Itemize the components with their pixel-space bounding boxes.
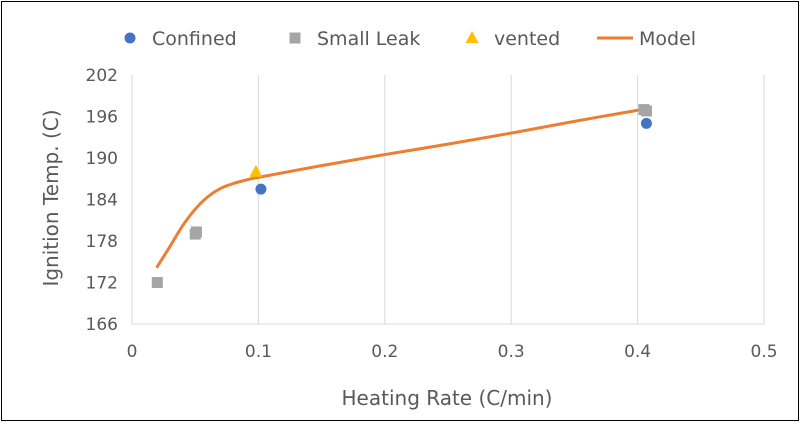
tick-labels: 0 0.1 0.2 0.3 0.4 0.5 166 172 178 184 190 196 202 [86, 66, 778, 362]
y-tick-label: 178 [86, 232, 118, 252]
x-tick-label: 0 [127, 342, 138, 362]
legend-marker-confined [124, 32, 136, 44]
x-tick-label: 0.1 [245, 342, 272, 362]
x-tick-label: 0.5 [750, 342, 777, 362]
x-axis-title: Heating Rate (C/min) [342, 386, 553, 410]
y-tick-label: 172 [86, 274, 118, 294]
y-axis-title: Ignition Temp. (C) [39, 109, 63, 286]
legend: Confined Small Leak vented Model [124, 28, 696, 50]
y-tick-label: 202 [86, 66, 118, 86]
y-tick-label: 166 [86, 315, 118, 335]
x-tick-label: 0.2 [371, 342, 398, 362]
legend-label-model: Model [639, 28, 696, 50]
series-line-model [155, 108, 640, 269]
point-small-leak [190, 226, 202, 238]
legend-label-vented: vented [494, 28, 560, 50]
legend-label-confined: Confined [152, 28, 237, 50]
y-tick-label: 190 [86, 149, 118, 169]
point-vented [249, 164, 263, 177]
x-tick-label: 0.3 [498, 342, 525, 362]
point-small-leak [640, 105, 652, 117]
point-small-leak [151, 277, 163, 288]
legend-label-small-leak: Small Leak [317, 28, 420, 50]
y-tick-label: 184 [86, 191, 118, 211]
x-tick-label: 0.4 [624, 342, 651, 362]
legend-marker-vented [465, 31, 479, 43]
legend-marker-small-leak [289, 32, 301, 44]
series [151, 104, 652, 288]
axes [131, 75, 764, 325]
point-confined [255, 183, 267, 195]
point-confined [640, 117, 652, 129]
gridlines [257, 75, 765, 324]
y-tick-label: 196 [86, 108, 118, 128]
